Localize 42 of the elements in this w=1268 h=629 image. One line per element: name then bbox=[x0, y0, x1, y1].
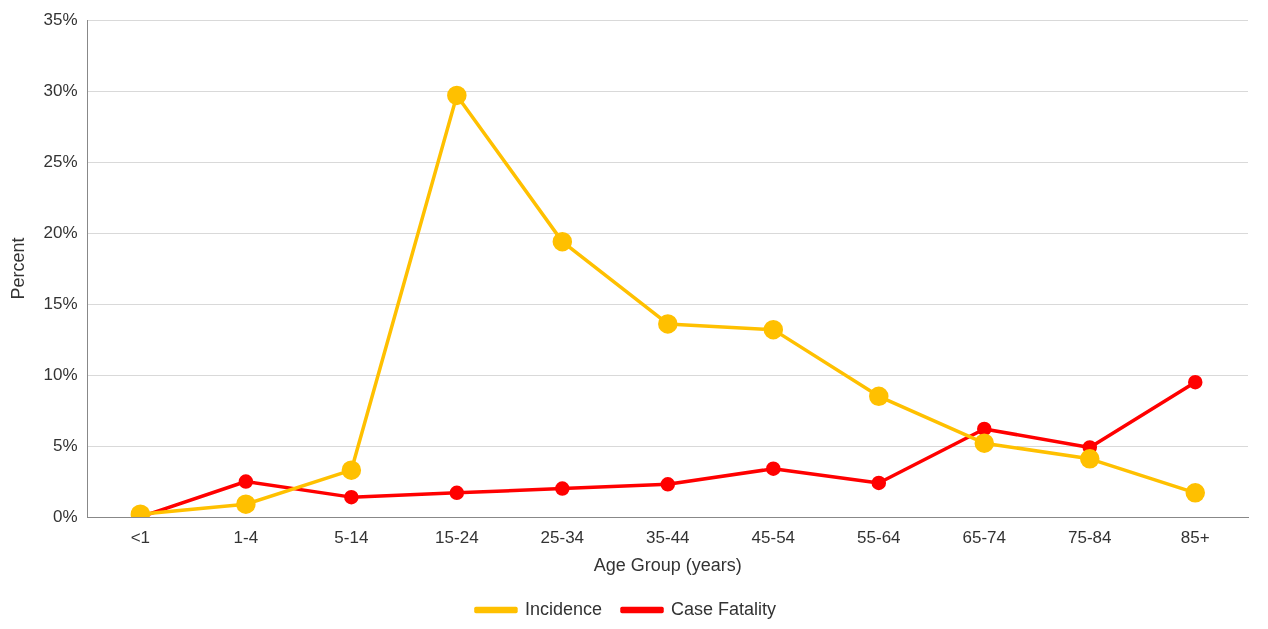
x-tick-label: 5-14 bbox=[334, 527, 369, 547]
y-tick-label: 30% bbox=[43, 80, 78, 100]
x-tick-label: 85+ bbox=[1180, 527, 1210, 547]
point bbox=[766, 461, 781, 476]
y-tick-label: 20% bbox=[43, 222, 78, 242]
point bbox=[341, 460, 362, 480]
y-tick-label: 25% bbox=[43, 151, 78, 171]
point bbox=[447, 85, 467, 106]
x-tick-label: 65-74 bbox=[962, 527, 1007, 547]
point bbox=[552, 231, 573, 252]
y-tick-label: 35% bbox=[43, 9, 78, 29]
x-tick-label: 45-54 bbox=[751, 527, 796, 547]
point bbox=[977, 421, 992, 437]
x-tick-label: 15-24 bbox=[435, 527, 479, 547]
legend-label: Case Fatality bbox=[671, 598, 777, 619]
point bbox=[449, 485, 465, 501]
point bbox=[1185, 483, 1206, 503]
x-tick-label: 1-4 bbox=[233, 527, 259, 547]
point bbox=[1080, 449, 1100, 469]
y-tick-label: 0% bbox=[53, 506, 78, 526]
point bbox=[236, 494, 256, 514]
point bbox=[763, 319, 784, 340]
point bbox=[1188, 374, 1203, 390]
point bbox=[658, 314, 678, 334]
point bbox=[238, 474, 254, 489]
x-axis-title: Age Group (years) bbox=[593, 555, 742, 576]
y-axis-title: Percent bbox=[7, 237, 28, 300]
point bbox=[974, 433, 995, 453]
x-tick-label: 75-84 bbox=[1068, 527, 1112, 547]
y-tick-label: 5% bbox=[53, 435, 78, 455]
point bbox=[344, 489, 359, 505]
point bbox=[555, 481, 570, 496]
y-tick-label: 10% bbox=[43, 364, 78, 384]
x-tick-label: 25-34 bbox=[540, 527, 585, 547]
point bbox=[869, 386, 889, 407]
x-tick-label: 35-44 bbox=[646, 527, 690, 547]
x-tick-label: 55-64 bbox=[857, 527, 901, 547]
point bbox=[871, 475, 887, 491]
point bbox=[660, 477, 676, 492]
y-tick-label: 15% bbox=[43, 293, 78, 313]
legend-label: Incidence bbox=[524, 598, 603, 619]
x-tick-label: <1 bbox=[130, 527, 151, 547]
